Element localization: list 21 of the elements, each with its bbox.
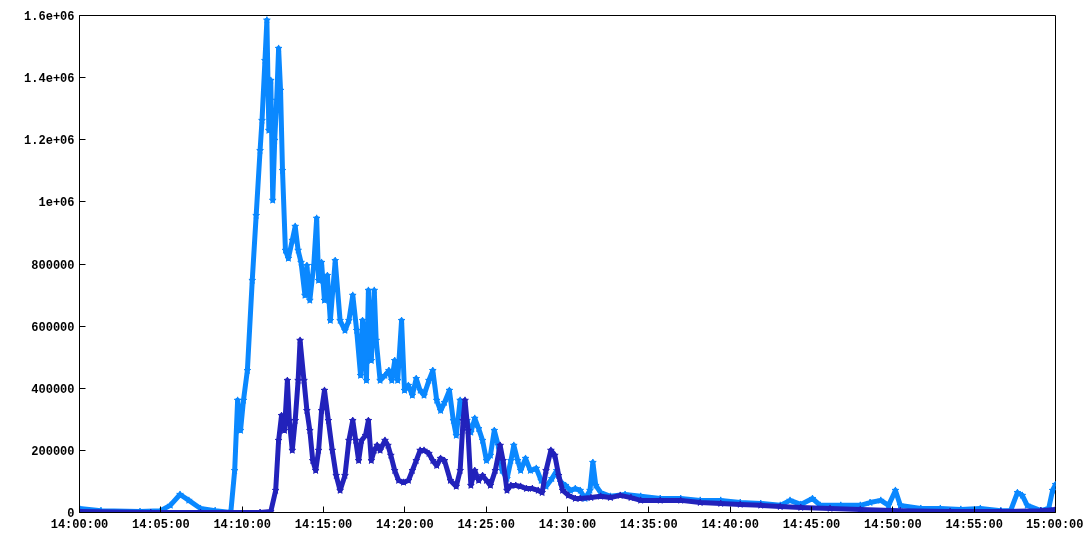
y-tick-label: 1.4e+06 [24, 72, 75, 87]
y-tick-label: 1.2e+06 [24, 134, 75, 149]
x-tick-label: 14:15:00 [294, 517, 353, 532]
x-tick-label: 15:00:00 [1025, 517, 1083, 532]
x-tick-label: 14:10:00 [213, 517, 271, 532]
x-tick-label: 14:55:00 [945, 517, 1003, 532]
x-tick-label: 14:50:00 [864, 517, 922, 532]
x-tick-label: 14:30:00 [538, 517, 597, 532]
y-tick-label: 800000 [31, 258, 75, 273]
y-tick-label: 1.6e+06 [24, 10, 75, 24]
x-tick-label: 14:05:00 [132, 517, 190, 532]
y-tick-label: 600000 [31, 320, 75, 335]
x-tick-label: 14:40:00 [701, 517, 759, 532]
x-tick-label: 14:25:00 [457, 517, 515, 532]
x-tick-label: 14:00:00 [50, 517, 109, 532]
x-tick-label: 14:45:00 [782, 517, 841, 532]
x-tick-label: 14:35:00 [620, 517, 678, 532]
y-tick-label: 400000 [31, 382, 75, 397]
y-tick-label: 1e+06 [38, 196, 75, 211]
y-tick-label: 200000 [31, 444, 75, 459]
x-tick-label: 14:20:00 [376, 517, 434, 532]
